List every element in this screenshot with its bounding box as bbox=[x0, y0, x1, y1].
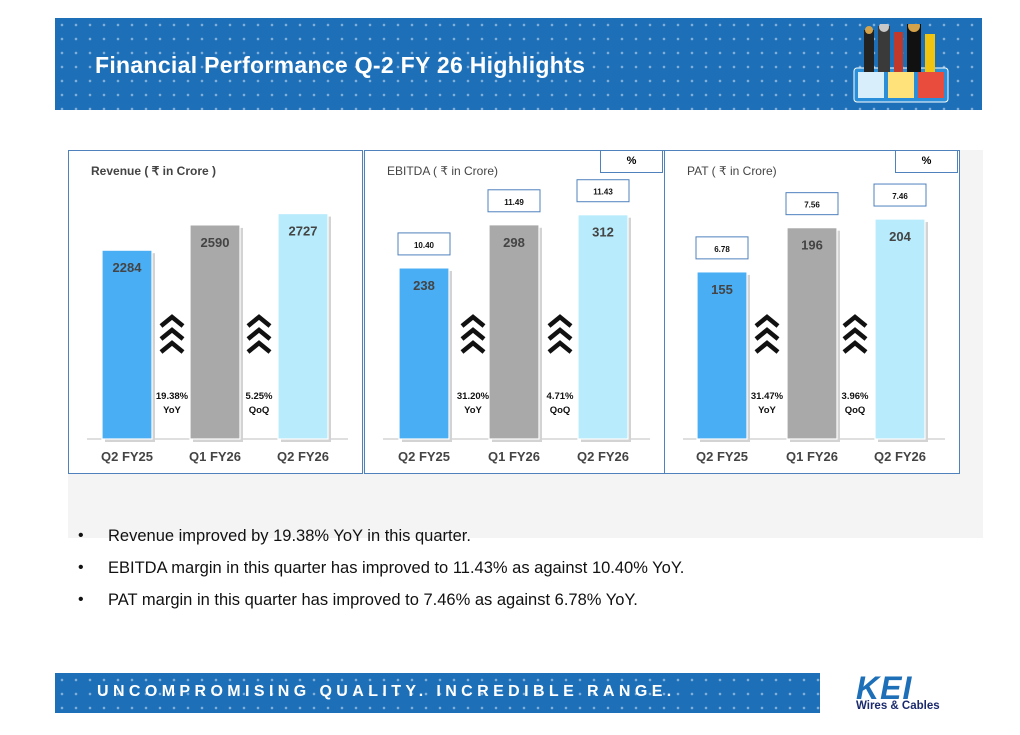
pat-growth-value: 31.47% bbox=[751, 391, 784, 402]
pat-margin-value: 7.56 bbox=[804, 201, 820, 210]
pat-growth-chevron-icon bbox=[754, 314, 780, 328]
revenue-growth-chevron-icon bbox=[159, 340, 185, 354]
footer-banner: UNCOMPROMISING QUALITY. INCREDIBLE RANGE… bbox=[55, 673, 820, 713]
pat-margin-percent-box: % bbox=[895, 150, 958, 173]
highlights-list: Revenue improved by 19.38% YoY in this q… bbox=[78, 524, 684, 620]
pat-bar-value-label: 204 bbox=[889, 229, 911, 244]
ebitda-bar-value-label: 238 bbox=[413, 278, 435, 293]
pat-growth-value: 3.96% bbox=[842, 391, 869, 402]
pat-growth-label: QoQ bbox=[845, 405, 866, 416]
revenue-bar-value-label: 2284 bbox=[113, 260, 143, 275]
revenue-chart: Revenue ( ₹ in Crore ) 2284 Q2 FY25 2590 Q1 … bbox=[87, 164, 348, 464]
ebitda-margin-value: 11.43 bbox=[593, 188, 613, 197]
revenue-growth-chevron-icon bbox=[159, 327, 185, 341]
ebitda-margin-box bbox=[576, 179, 630, 203]
pat-chart-panel: PAT ( ₹ in Crore) 155 Q2 FY25 6.78 196 Q1 FY2… bbox=[664, 150, 960, 474]
revenue-chart-title: Revenue ( ₹ in Crore ) bbox=[91, 164, 216, 178]
ebitda-bar-value-label: 298 bbox=[503, 235, 525, 250]
logo-subtitle: Wires & Cables bbox=[856, 700, 940, 712]
pat-bar-2 bbox=[786, 227, 838, 440]
logo-wordmark: KEI bbox=[856, 670, 913, 706]
revenue-growth-chevron-icon bbox=[246, 327, 272, 341]
revenue-category-label: Q1 FY26 bbox=[189, 449, 241, 464]
revenue-chart-panel: Revenue ( ₹ in Crore ) 2284 Q2 FY25 2590 Q1 … bbox=[68, 150, 363, 474]
ebitda-growth-chevron-icon bbox=[460, 327, 486, 341]
ebitda-growth-label: QoQ bbox=[550, 405, 571, 416]
ebitda-growth-chevron-icon bbox=[547, 327, 573, 341]
revenue-growth-chevron-icon bbox=[246, 340, 272, 354]
ebitda-margin-value: 11.49 bbox=[504, 198, 524, 207]
pat-bar-value-label: 196 bbox=[801, 238, 823, 253]
revenue-bar-3 bbox=[277, 212, 329, 440]
pat-growth-chevron-icon bbox=[842, 340, 868, 354]
revenue-growth-chevron-icon bbox=[246, 314, 272, 328]
pat-bar-value-label: 155 bbox=[711, 282, 733, 297]
revenue-growth-label: YoY bbox=[163, 405, 181, 416]
pat-category-label: Q1 FY26 bbox=[786, 449, 838, 464]
bullet-pat: PAT margin in this quarter has improved … bbox=[78, 588, 684, 620]
bullet-ebitda: EBITDA margin in this quarter has improv… bbox=[78, 556, 684, 588]
ebitda-growth-chevron-icon bbox=[547, 314, 573, 328]
ebitda-chart: EBITDA ( ₹ in Crore) 238 Q2 FY25 10.40 298 Q1… bbox=[383, 164, 650, 464]
ebitda-growth-label: YoY bbox=[464, 405, 482, 416]
ebitda-margin-value: 10.40 bbox=[414, 241, 435, 250]
ebitda-growth-value: 31.20% bbox=[457, 391, 490, 402]
ebitda-bar-2 bbox=[488, 224, 540, 440]
ebitda-category-label: Q2 FY25 bbox=[398, 449, 450, 464]
ebitda-bar-3 bbox=[577, 214, 629, 440]
pat-margin-box bbox=[695, 236, 749, 260]
ebitda-category-label: Q2 FY26 bbox=[577, 449, 629, 464]
cable-product-image bbox=[853, 24, 949, 103]
ebitda-growth-chevron-icon bbox=[460, 314, 486, 328]
pat-bar-1 bbox=[696, 271, 748, 440]
revenue-bar-value-label: 2727 bbox=[289, 224, 318, 239]
revenue-growth-value: 19.38% bbox=[156, 391, 189, 402]
revenue-bar-value-label: 2590 bbox=[201, 235, 230, 250]
revenue-growth-chevron-icon bbox=[159, 314, 185, 328]
pat-growth-chevron-icon bbox=[842, 327, 868, 341]
pat-growth-chevron-icon bbox=[842, 314, 868, 328]
ebitda-bar-value-label: 312 bbox=[592, 225, 614, 240]
revenue-category-label: Q2 FY25 bbox=[101, 449, 153, 464]
pat-category-label: Q2 FY25 bbox=[696, 449, 748, 464]
ebitda-margin-box bbox=[397, 232, 451, 256]
revenue-bar-1 bbox=[101, 249, 153, 440]
ebitda-category-label: Q1 FY26 bbox=[488, 449, 540, 464]
ebitda-margin-box bbox=[487, 189, 541, 213]
revenue-bar-2 bbox=[189, 224, 241, 440]
revenue-growth-label: QoQ bbox=[249, 405, 270, 416]
header-banner: Financial Performance Q-2 FY 26 Highligh… bbox=[55, 18, 982, 110]
page-title: Financial Performance Q-2 FY 26 Highligh… bbox=[95, 52, 586, 78]
pat-growth-chevron-icon bbox=[754, 340, 780, 354]
pat-category-label: Q2 FY26 bbox=[874, 449, 926, 464]
pat-growth-label: YoY bbox=[758, 405, 776, 416]
pat-margin-value: 6.78 bbox=[714, 245, 730, 254]
ebitda-growth-value: 4.71% bbox=[547, 391, 574, 402]
pat-growth-chevron-icon bbox=[754, 327, 780, 341]
pat-margin-box bbox=[785, 192, 839, 216]
ebitda-chart-panel: EBITDA ( ₹ in Crore) 238 Q2 FY25 10.40 298 Q1… bbox=[364, 150, 665, 474]
pat-margin-value: 7.46 bbox=[892, 192, 908, 201]
revenue-category-label: Q2 FY26 bbox=[277, 449, 329, 464]
pat-chart-title: PAT ( ₹ in Crore) bbox=[687, 164, 777, 178]
ebitda-bar-1 bbox=[398, 267, 450, 440]
revenue-growth-value: 5.25% bbox=[246, 391, 273, 402]
ebitda-chart-title: EBITDA ( ₹ in Crore) bbox=[387, 164, 498, 178]
ebitda-growth-chevron-icon bbox=[547, 340, 573, 354]
ebitda-margin-percent-box: % bbox=[600, 150, 663, 173]
ebitda-growth-chevron-icon bbox=[460, 340, 486, 354]
pat-bar-3 bbox=[874, 218, 926, 440]
bullet-revenue: Revenue improved by 19.38% YoY in this q… bbox=[78, 524, 684, 556]
pat-margin-box bbox=[873, 183, 927, 207]
pat-chart: PAT ( ₹ in Crore) 155 Q2 FY25 6.78 196 Q1 FY2… bbox=[683, 164, 945, 464]
kei-logo: KEI Wires & Cables bbox=[848, 670, 948, 720]
footer-tagline: UNCOMPROMISING QUALITY. INCREDIBLE RANGE… bbox=[97, 683, 676, 700]
